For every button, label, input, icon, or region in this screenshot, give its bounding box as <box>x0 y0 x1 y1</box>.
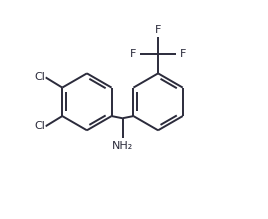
Text: NH₂: NH₂ <box>112 141 133 151</box>
Text: Cl: Cl <box>34 72 45 82</box>
Text: Cl: Cl <box>34 121 45 131</box>
Text: F: F <box>130 49 136 59</box>
Text: F: F <box>180 49 186 59</box>
Text: F: F <box>155 25 161 35</box>
